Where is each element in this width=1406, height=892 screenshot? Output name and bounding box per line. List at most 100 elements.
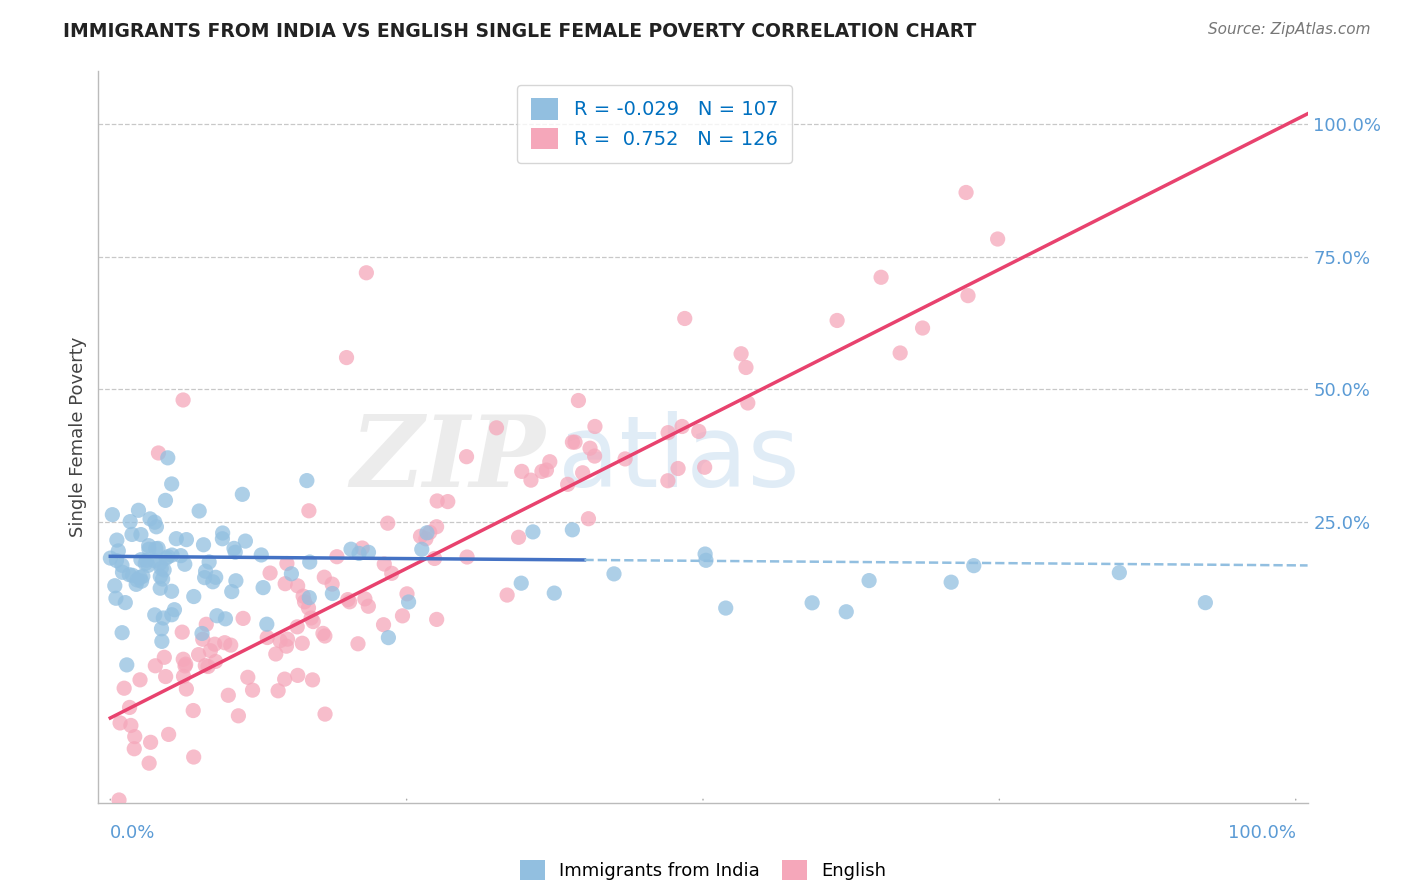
Point xyxy=(125,577,148,591)
Point xyxy=(156,450,179,465)
Point xyxy=(153,650,176,665)
Point xyxy=(297,600,319,615)
Point xyxy=(614,451,637,466)
Point xyxy=(561,435,583,450)
Point xyxy=(302,615,325,629)
Point xyxy=(217,688,239,702)
Point xyxy=(426,520,449,534)
Point xyxy=(411,542,433,557)
Point xyxy=(269,633,291,648)
Point xyxy=(657,425,679,440)
Point xyxy=(150,561,173,575)
Y-axis label: Single Female Poverty: Single Female Poverty xyxy=(69,337,87,537)
Point xyxy=(314,707,336,722)
Point xyxy=(259,566,281,580)
Point xyxy=(693,460,716,475)
Point xyxy=(557,477,579,491)
Point xyxy=(138,542,160,557)
Point xyxy=(139,512,162,526)
Point xyxy=(143,658,166,673)
Point xyxy=(356,266,378,280)
Point xyxy=(132,569,155,583)
Point xyxy=(695,547,717,561)
Point xyxy=(125,573,148,587)
Point xyxy=(347,637,370,651)
Point xyxy=(145,541,167,556)
Point xyxy=(183,750,205,764)
Point xyxy=(129,570,152,584)
Point xyxy=(312,626,335,640)
Point xyxy=(124,815,146,830)
Point xyxy=(194,564,217,578)
Point xyxy=(299,611,322,625)
Point xyxy=(160,477,183,491)
Point xyxy=(214,612,236,626)
Point xyxy=(276,557,298,571)
Point xyxy=(150,634,173,648)
Text: IMMIGRANTS FROM INDIA VS ENGLISH SINGLE FEMALE POVERTY CORRELATION CHART: IMMIGRANTS FROM INDIA VS ENGLISH SINGLE … xyxy=(63,22,977,41)
Point xyxy=(347,546,370,560)
Point xyxy=(222,541,245,556)
Point xyxy=(264,647,287,661)
Point xyxy=(963,558,986,573)
Point xyxy=(194,658,217,673)
Point xyxy=(118,700,141,714)
Point xyxy=(111,625,134,640)
Point xyxy=(354,591,377,606)
Point xyxy=(657,474,679,488)
Point xyxy=(224,545,246,559)
Point xyxy=(250,548,273,562)
Point xyxy=(695,553,717,567)
Point xyxy=(188,504,211,518)
Point xyxy=(561,523,583,537)
Point xyxy=(911,321,934,335)
Point xyxy=(314,570,336,584)
Point xyxy=(273,672,295,686)
Point xyxy=(121,527,143,541)
Point xyxy=(536,463,558,477)
Point xyxy=(415,532,437,546)
Text: atlas: atlas xyxy=(558,410,800,508)
Point xyxy=(295,474,318,488)
Point xyxy=(567,393,589,408)
Point xyxy=(122,741,145,756)
Point xyxy=(456,450,478,464)
Point xyxy=(100,551,122,566)
Point xyxy=(118,567,141,582)
Point xyxy=(204,570,226,584)
Point xyxy=(120,718,142,732)
Point xyxy=(603,566,626,581)
Point xyxy=(193,538,215,552)
Point xyxy=(172,652,194,666)
Point xyxy=(419,525,441,540)
Point xyxy=(373,557,395,571)
Point xyxy=(543,586,565,600)
Point xyxy=(377,631,399,645)
Point xyxy=(267,683,290,698)
Point xyxy=(357,599,380,614)
Point xyxy=(129,673,152,687)
Point xyxy=(173,558,195,572)
Point xyxy=(583,419,606,434)
Point xyxy=(673,311,696,326)
Point xyxy=(152,572,174,586)
Point xyxy=(204,637,226,651)
Point xyxy=(520,473,543,487)
Point xyxy=(197,659,219,673)
Point xyxy=(205,608,228,623)
Point xyxy=(145,520,167,534)
Point xyxy=(105,553,128,567)
Point xyxy=(583,449,606,463)
Point xyxy=(138,539,160,553)
Point xyxy=(508,530,530,544)
Point xyxy=(825,313,848,327)
Point xyxy=(191,626,214,640)
Point xyxy=(530,464,553,478)
Point xyxy=(114,596,136,610)
Point xyxy=(298,591,321,605)
Point xyxy=(211,532,233,546)
Point xyxy=(172,625,194,640)
Point xyxy=(160,548,183,562)
Point xyxy=(889,346,911,360)
Point xyxy=(276,632,298,647)
